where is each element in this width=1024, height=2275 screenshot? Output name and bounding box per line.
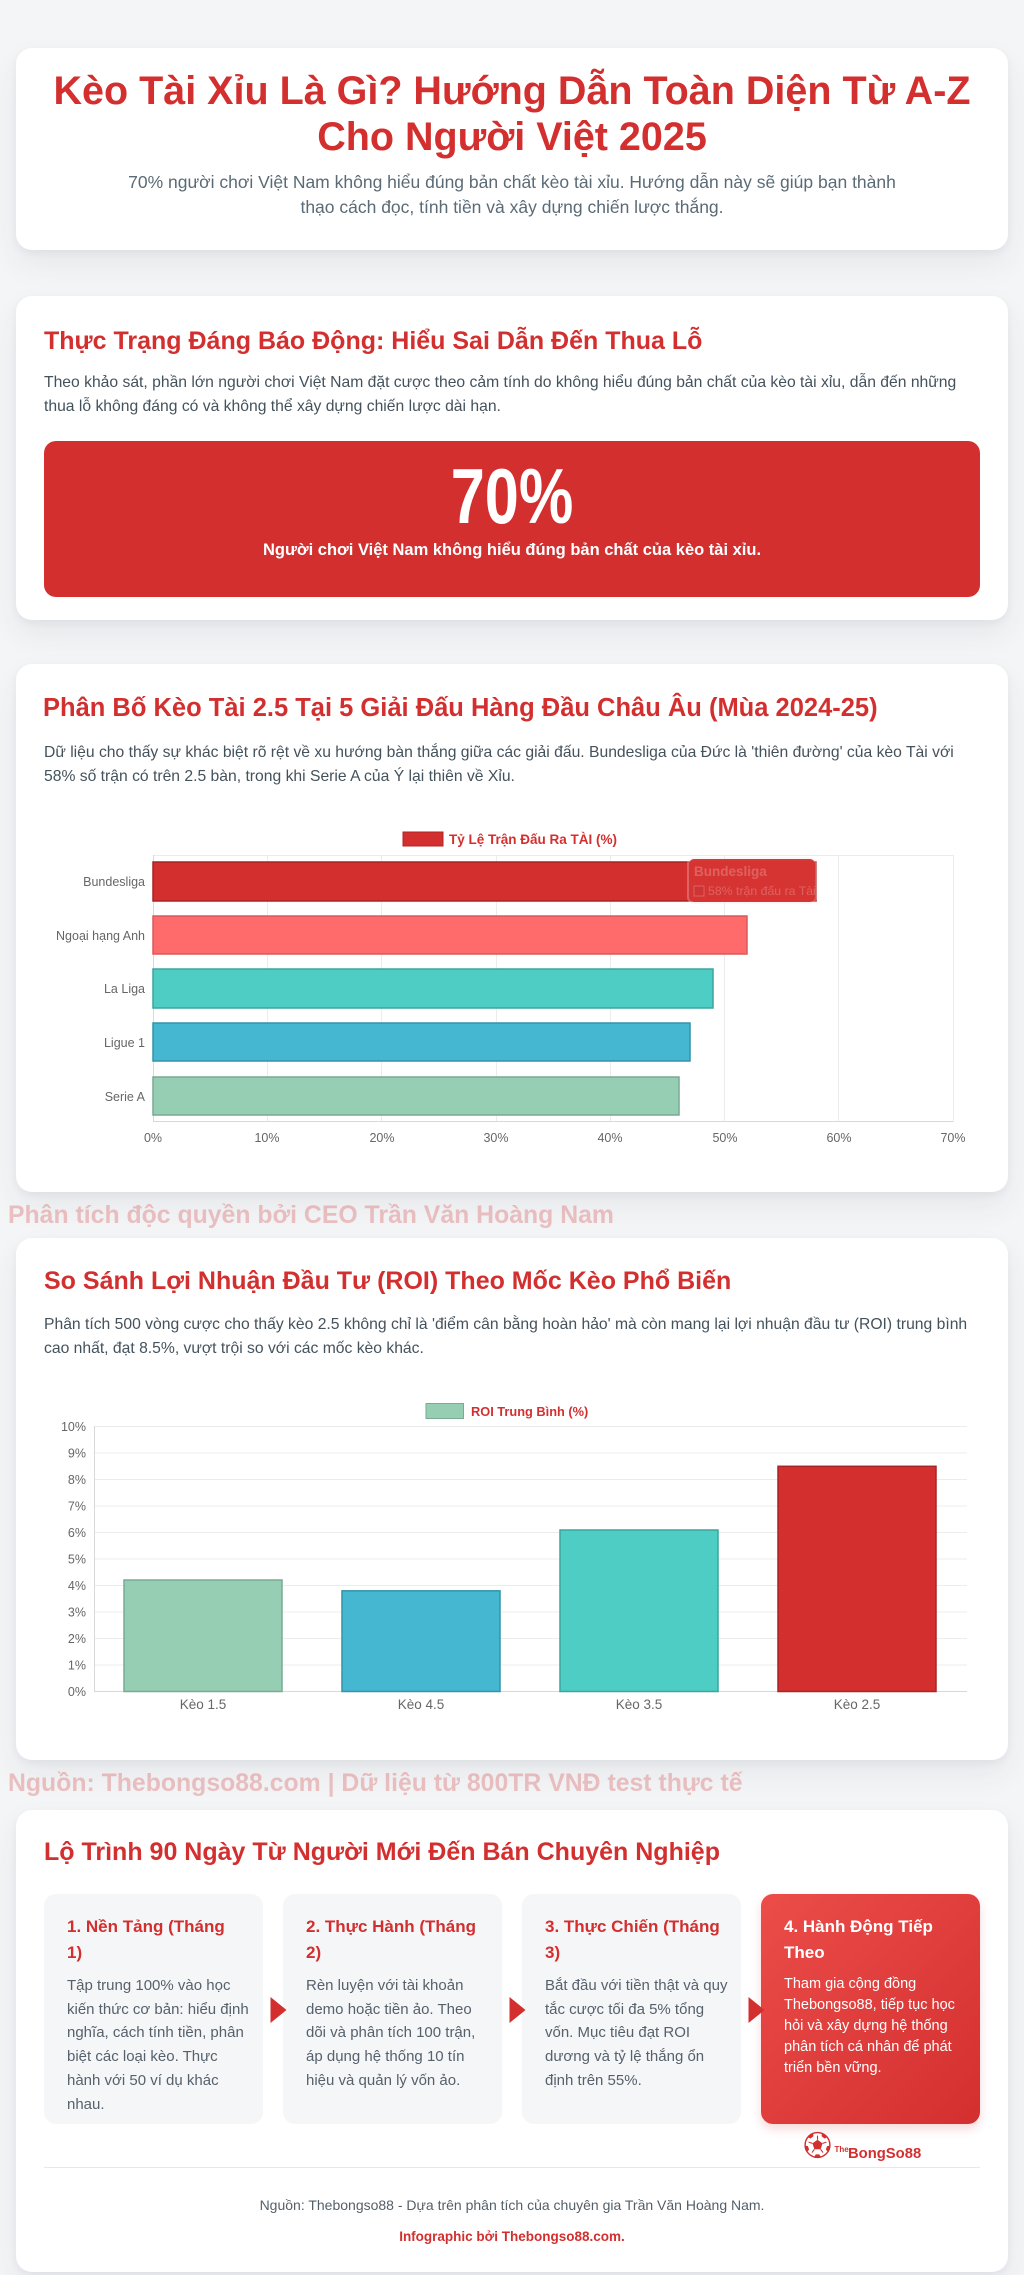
svg-text:Kèo 3.5: Kèo 3.5 — [616, 1697, 663, 1712]
svg-text:3%: 3% — [68, 1606, 86, 1620]
svg-text:58% trận đấu ra Tài: 58% trận đấu ra Tài — [708, 884, 816, 898]
svg-text:7%: 7% — [68, 1500, 86, 1514]
svg-text:10%: 10% — [254, 1131, 279, 1145]
svg-text:1%: 1% — [68, 1659, 86, 1673]
svg-text:60%: 60% — [826, 1131, 851, 1145]
svg-text:5%: 5% — [68, 1553, 86, 1567]
svg-text:Serie A: Serie A — [105, 1090, 146, 1104]
svg-text:8%: 8% — [68, 1473, 86, 1487]
svg-text:20%: 20% — [369, 1131, 394, 1145]
svg-text:70%: 70% — [940, 1131, 965, 1145]
svg-text:50%: 50% — [712, 1131, 737, 1145]
svg-text:Bundesliga: Bundesliga — [83, 875, 145, 889]
svg-text:Kèo 4.5: Kèo 4.5 — [398, 1697, 445, 1712]
svg-text:La Liga: La Liga — [104, 982, 145, 996]
svg-text:Ligue 1: Ligue 1 — [104, 1036, 145, 1050]
svg-text:2%: 2% — [68, 1632, 86, 1646]
svg-text:30%: 30% — [483, 1131, 508, 1145]
svg-text:Tỷ Lệ Trận Đấu Ra TÀI (%): Tỷ Lệ Trận Đấu Ra TÀI (%) — [449, 832, 617, 847]
svg-text:0%: 0% — [68, 1685, 86, 1699]
svg-text:Ngoại hạng Anh: Ngoại hạng Anh — [56, 929, 145, 943]
svg-text:The: The — [835, 2145, 850, 2154]
svg-text:Kèo 2.5: Kèo 2.5 — [834, 1697, 881, 1712]
svg-text:Bundesliga: Bundesliga — [694, 864, 767, 879]
svg-text:ROI Trung Bình (%): ROI Trung Bình (%) — [471, 1404, 588, 1419]
svg-text:40%: 40% — [597, 1131, 622, 1145]
svg-text:6%: 6% — [68, 1526, 86, 1540]
svg-text:4%: 4% — [68, 1579, 86, 1593]
svg-text:0%: 0% — [144, 1131, 162, 1145]
svg-text:Kèo 1.5: Kèo 1.5 — [180, 1697, 227, 1712]
svg-text:BongSo88: BongSo88 — [848, 2146, 921, 2162]
svg-text:10%: 10% — [61, 1420, 86, 1434]
svg-text:9%: 9% — [68, 1447, 86, 1461]
